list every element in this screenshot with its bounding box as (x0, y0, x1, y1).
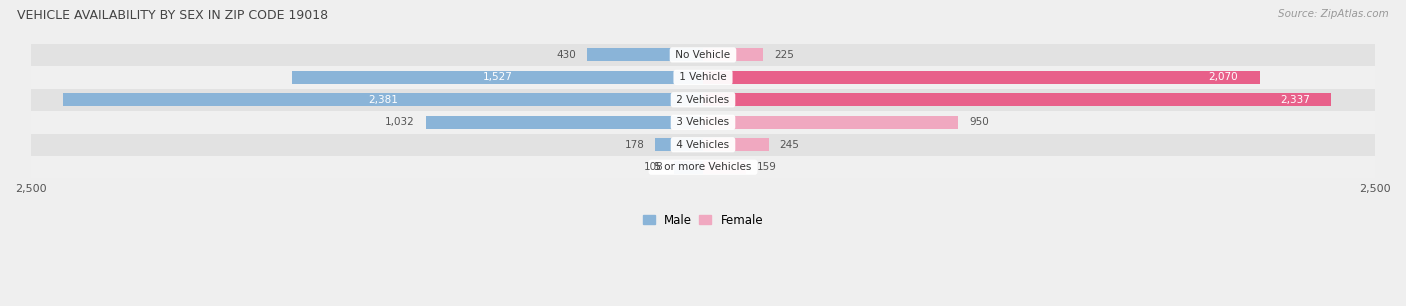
Text: 2,070: 2,070 (1208, 72, 1239, 82)
Text: Source: ZipAtlas.com: Source: ZipAtlas.com (1278, 9, 1389, 19)
Bar (703, 93, 1331, 106)
Bar (31, 44, 1375, 66)
Bar (426, 116, 703, 129)
Text: 430: 430 (557, 50, 576, 60)
Bar (703, 161, 745, 174)
Text: 225: 225 (775, 50, 794, 60)
Text: 1,032: 1,032 (385, 117, 415, 127)
Bar (655, 138, 703, 151)
Text: 2,337: 2,337 (1279, 95, 1310, 105)
Text: 950: 950 (969, 117, 988, 127)
Text: 4 Vehicles: 4 Vehicles (673, 140, 733, 150)
Text: 2,381: 2,381 (368, 95, 398, 105)
Text: 159: 159 (756, 162, 776, 172)
Bar (31, 111, 1375, 133)
Bar (703, 116, 959, 129)
Bar (31, 133, 1375, 156)
Bar (31, 66, 1375, 89)
Text: 2 Vehicles: 2 Vehicles (673, 95, 733, 105)
Text: 178: 178 (624, 140, 644, 150)
Text: No Vehicle: No Vehicle (672, 50, 734, 60)
Text: 1,527: 1,527 (482, 72, 513, 82)
Bar (588, 48, 703, 62)
Bar (63, 93, 703, 106)
Bar (31, 89, 1375, 111)
Legend: Male, Female: Male, Female (638, 209, 768, 231)
Bar (31, 156, 1375, 178)
Text: 5 or more Vehicles: 5 or more Vehicles (651, 162, 755, 172)
Text: 3 Vehicles: 3 Vehicles (673, 117, 733, 127)
Bar (292, 71, 703, 84)
Bar (673, 161, 703, 174)
Text: 245: 245 (780, 140, 800, 150)
Bar (703, 48, 763, 62)
Text: 1 Vehicle: 1 Vehicle (676, 72, 730, 82)
Text: VEHICLE AVAILABILITY BY SEX IN ZIP CODE 19018: VEHICLE AVAILABILITY BY SEX IN ZIP CODE … (17, 9, 328, 22)
Bar (703, 71, 1260, 84)
Text: 108: 108 (644, 162, 664, 172)
Bar (703, 138, 769, 151)
